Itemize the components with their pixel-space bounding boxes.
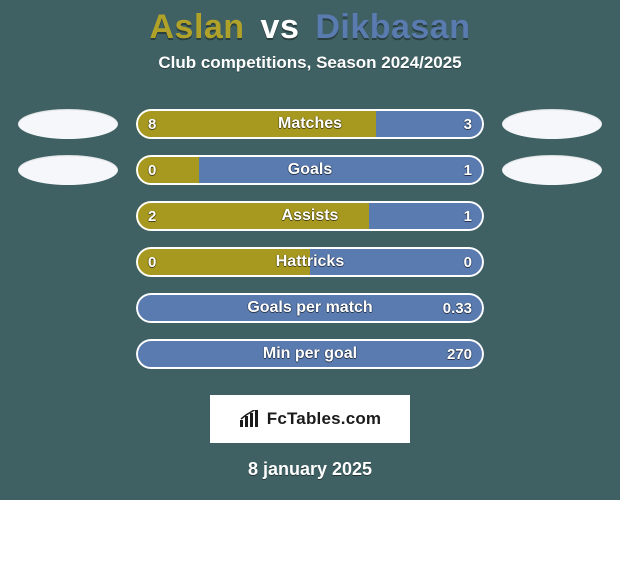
metric-label: Goals bbox=[136, 155, 484, 185]
metric-row-matches: 83Matches bbox=[0, 101, 620, 147]
metric-bar-goals: 01Goals bbox=[136, 155, 484, 185]
metric-bar-goalspermatch: 0.33Goals per match bbox=[136, 293, 484, 323]
title-right: Dikbasan bbox=[315, 8, 470, 46]
brand-chart-icon bbox=[239, 410, 261, 428]
metric-label: Goals per match bbox=[136, 293, 484, 323]
metric-row-goalspermatch: 0.33Goals per match bbox=[0, 285, 620, 331]
page-title: Aslan vs Dikbasan bbox=[0, 0, 620, 47]
metrics-list: 83Matches 01Goals 21Assists 00Hattricks 0.33… bbox=[0, 101, 620, 377]
metric-label: Matches bbox=[136, 109, 484, 139]
metric-row-assists: 21Assists bbox=[0, 193, 620, 239]
player-flag-left bbox=[18, 155, 118, 185]
player-flag-right bbox=[502, 109, 602, 139]
brand-text: FcTables.com bbox=[267, 409, 382, 429]
title-sep: vs bbox=[261, 8, 300, 46]
metric-bar-matches: 83Matches bbox=[136, 109, 484, 139]
brand-badge: FcTables.com bbox=[210, 395, 410, 443]
metric-bar-hattricks: 00Hattricks bbox=[136, 247, 484, 277]
metric-row-hattricks: 00Hattricks bbox=[0, 239, 620, 285]
comparison-card: Aslan vs Dikbasan Club competitions, Sea… bbox=[0, 0, 620, 500]
metric-row-minpergoal: 270Min per goal bbox=[0, 331, 620, 377]
player-flag-right bbox=[502, 155, 602, 185]
metric-label: Assists bbox=[136, 201, 484, 231]
date-label: 8 january 2025 bbox=[0, 459, 620, 480]
metric-bar-minpergoal: 270Min per goal bbox=[136, 339, 484, 369]
metric-label: Hattricks bbox=[136, 247, 484, 277]
metric-label: Min per goal bbox=[136, 339, 484, 369]
title-left: Aslan bbox=[149, 8, 244, 46]
player-flag-left bbox=[18, 109, 118, 139]
subtitle: Club competitions, Season 2024/2025 bbox=[0, 53, 620, 73]
metric-row-goals: 01Goals bbox=[0, 147, 620, 193]
metric-bar-assists: 21Assists bbox=[136, 201, 484, 231]
